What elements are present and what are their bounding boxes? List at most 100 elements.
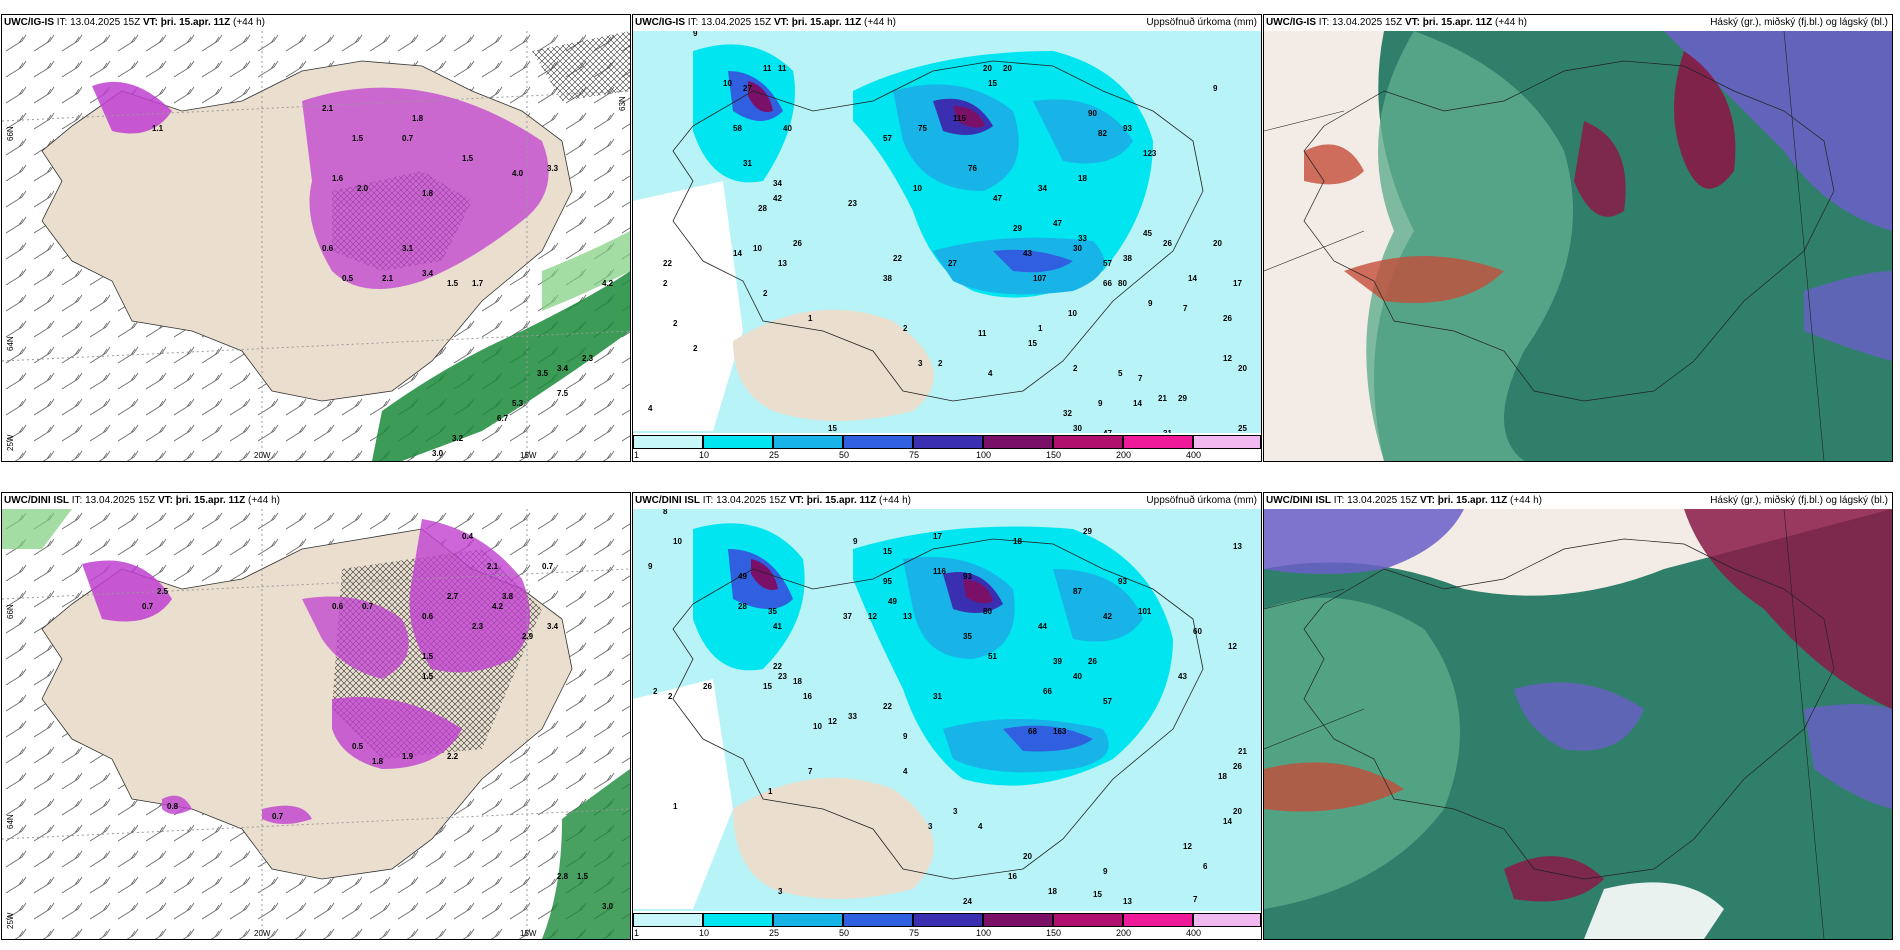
value-label: 15 <box>828 424 837 433</box>
no-precip <box>633 679 733 909</box>
map-svg: 9 15 10 11 11 20 20 15 9 27 58 40 57 75 … <box>633 31 1261 461</box>
value-label: 4 <box>978 822 983 831</box>
value-label: 12 <box>1223 354 1232 363</box>
colorbar-tick: 1 <box>634 450 640 460</box>
value-label: 15 <box>863 31 872 33</box>
precip-band <box>751 559 778 590</box>
value-label: 25 <box>1238 424 1247 433</box>
value-label: 14 <box>733 249 742 258</box>
value-label: 1.9 <box>402 752 414 761</box>
lead-time: (+44 h) <box>1495 17 1527 28</box>
lat-label: 66N <box>6 604 15 619</box>
hatched-region <box>532 31 630 101</box>
lat-label: 25W <box>6 434 15 451</box>
colorbar-bin <box>1053 913 1123 927</box>
map-area: 2.1 1.5 1.8 1.5 1.6 3.1 2.1 3.4 1.5 1.7 … <box>2 31 630 461</box>
value-label: 1.6 <box>332 174 344 183</box>
lead-time: (+44 h) <box>1510 495 1542 506</box>
value-label: 2.3 <box>472 622 484 631</box>
init-time: 13.04.2025 15Z <box>1332 17 1403 28</box>
value-label: 20 <box>1023 852 1032 861</box>
precip-band <box>1053 569 1143 642</box>
value-label: 57 <box>1103 697 1112 706</box>
value-label: 3.0 <box>432 449 444 458</box>
lead-time: (+44 h) <box>248 495 280 506</box>
colorbar-bin <box>1123 435 1193 449</box>
colorbar-tick: 200 <box>1116 450 1132 460</box>
value-label: 4.2 <box>492 602 504 611</box>
value-label: 13 <box>1233 542 1242 551</box>
model-name: UWC/DINI ISL <box>635 495 700 506</box>
value-label: 27 <box>743 84 752 93</box>
valid-time: þri. 15.apr. 11Z <box>160 17 231 28</box>
value-label: 3.5 <box>537 369 549 378</box>
value-label: 31 <box>743 159 752 168</box>
value-label: 2.0 <box>357 184 369 193</box>
value-label: 87 <box>1073 587 1082 596</box>
value-label: 2.1 <box>382 274 394 283</box>
value-label: 42 <box>1103 612 1112 621</box>
graticule <box>1264 31 1825 461</box>
value-label: 49 <box>738 572 747 581</box>
value-label: 163 <box>1053 727 1067 736</box>
value-label: 68 <box>1028 727 1037 736</box>
value-label: 9 <box>693 31 698 38</box>
precip-band <box>1003 725 1093 752</box>
coastline <box>672 60 1204 402</box>
model-name: UWC/IG-IS <box>1266 17 1316 28</box>
colorbar-tick: 50 <box>839 450 850 460</box>
value-label: 43 <box>1178 672 1187 681</box>
lat-label: 63N <box>618 96 627 111</box>
vt-label: VT: <box>773 17 789 28</box>
value-labels: 9 15 10 11 11 20 20 15 9 27 58 40 57 75 … <box>648 31 1247 443</box>
value-label: 3.4 <box>557 364 569 373</box>
value-label: 28 <box>738 602 747 611</box>
lat-label: 64N <box>6 336 15 351</box>
value-label: 7 <box>808 767 813 776</box>
it-label: IT: <box>1333 495 1345 506</box>
value-label: 27 <box>948 259 957 268</box>
value-label: 0.6 <box>332 602 344 611</box>
lead-time: (+44 h) <box>879 495 911 506</box>
valid-time: þri. 15.apr. 11Z <box>175 495 246 506</box>
colorbar-tick: 25 <box>769 450 780 460</box>
value-label: 18 <box>793 677 802 686</box>
init-time: 13.04.2025 15Z <box>85 495 156 506</box>
value-label: 34 <box>1038 184 1047 193</box>
colorbar-bin <box>1193 913 1261 927</box>
colorbar-bin <box>843 435 913 449</box>
field-title: Uppsöfnuð úrkoma (mm) <box>1146 17 1257 28</box>
value-label: 10 <box>813 722 822 731</box>
cloud-layer <box>1574 121 1626 217</box>
value-label: 33 <box>1078 234 1087 243</box>
value-label: 11 <box>763 64 772 73</box>
value-label: 12 <box>828 717 837 726</box>
value-label: 6 <box>1203 862 1208 871</box>
colorbar-tick: 1 <box>634 928 640 938</box>
map-svg: 0.4 2.1 0.7 2.7 4.2 3.8 2.3 2.9 0.7 2.5 … <box>2 509 630 939</box>
field-title: Uppsöfnuð úrkoma (mm) <box>1146 495 1257 506</box>
vt-label: VT: <box>788 495 804 506</box>
value-label: 2.7 <box>447 592 459 601</box>
snow-area <box>262 805 312 824</box>
colorbar-tick: 150 <box>1046 928 1062 938</box>
value-label: 2.1 <box>487 562 499 571</box>
value-label: 93 <box>1123 124 1132 133</box>
value-label: 0.6 <box>322 244 334 253</box>
value-label: 3.1 <box>402 244 414 253</box>
value-label: 2 <box>668 692 673 701</box>
value-label: 3.4 <box>422 269 434 278</box>
colorbar-bin <box>983 913 1053 927</box>
value-label: 24 <box>963 897 972 906</box>
model-name: UWC/DINI ISL <box>4 495 69 506</box>
value-label: 21 <box>1238 747 1247 756</box>
value-label: 3 <box>953 807 958 816</box>
model-name: UWC/IG-IS <box>4 17 54 28</box>
value-label: 0.5 <box>342 274 354 283</box>
value-label: 9 <box>1213 84 1218 93</box>
colorbar-bin <box>773 435 843 449</box>
value-label: 12 <box>1228 642 1237 651</box>
value-label: 43 <box>1023 249 1032 258</box>
lat-label: 66N <box>6 126 15 141</box>
value-label: 35 <box>768 607 777 616</box>
